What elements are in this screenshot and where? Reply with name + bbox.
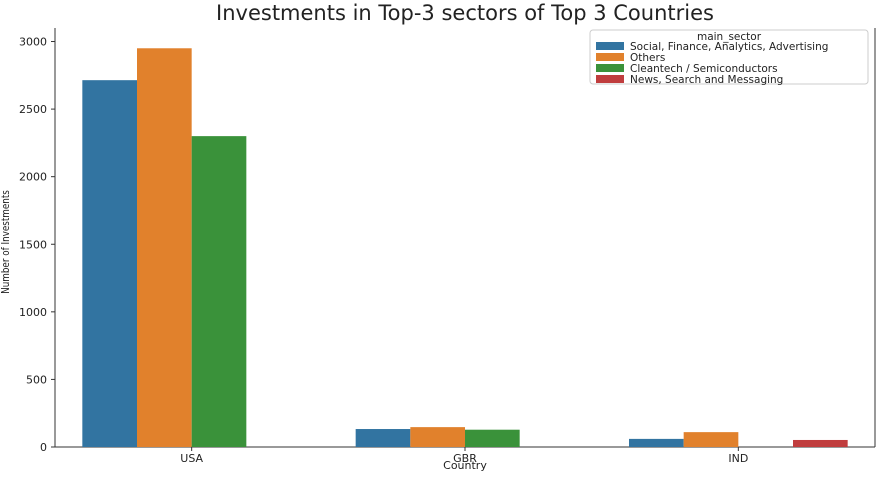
bar-gbr-series-2 (410, 427, 465, 447)
y-tick-label: 2000 (19, 171, 47, 184)
bar-usa-series-2 (137, 48, 192, 447)
y-tick-label: 1000 (19, 306, 47, 319)
bar-usa-series-3 (191, 136, 247, 447)
y-tick-label: 3000 (19, 36, 47, 49)
bar-gbr-series-3 (465, 429, 520, 447)
x-axis-label: Country (443, 459, 487, 472)
y-tick-label: 500 (26, 373, 47, 386)
legend-entry-label: Social, Finance, Analytics, Advertising (630, 41, 828, 53)
legend-title: main_sector (697, 31, 762, 43)
y-tick-label: 0 (40, 441, 47, 454)
bar-ind-series-4 (793, 439, 848, 447)
y-axis-label: Number of Investments (0, 190, 12, 294)
legend-swatch (596, 64, 624, 72)
bar-ind-series-1 (629, 438, 684, 447)
legend-entry-label: Cleantech / Semiconductors (630, 63, 778, 75)
x-tick-label: GBR (453, 452, 477, 465)
legend-entry-label: News, Search and Messaging (630, 74, 783, 86)
bar-gbr-series-1 (355, 429, 411, 447)
legend-swatch (596, 42, 624, 50)
legend: main_sector Social, Finance, Analytics, … (589, 29, 869, 86)
legend-entry-label: Others (630, 52, 665, 64)
y-tick-label: 2500 (19, 103, 47, 116)
legend-frame (589, 29, 869, 85)
y-tick-label: 1500 (19, 238, 47, 251)
plot-area: 0 500 1000 1500 2000 2500 3000 USA GBR IND (19, 28, 876, 465)
legend-swatch (596, 53, 624, 61)
legend-swatch (596, 75, 624, 83)
x-tick-label: IND (728, 452, 748, 465)
chart-title: Investments in Top-3 sectors of Top 3 Co… (216, 1, 714, 25)
bar-usa-series-1 (82, 80, 137, 448)
x-tick-label: USA (180, 452, 203, 465)
bar-ind-series-2 (683, 432, 739, 447)
